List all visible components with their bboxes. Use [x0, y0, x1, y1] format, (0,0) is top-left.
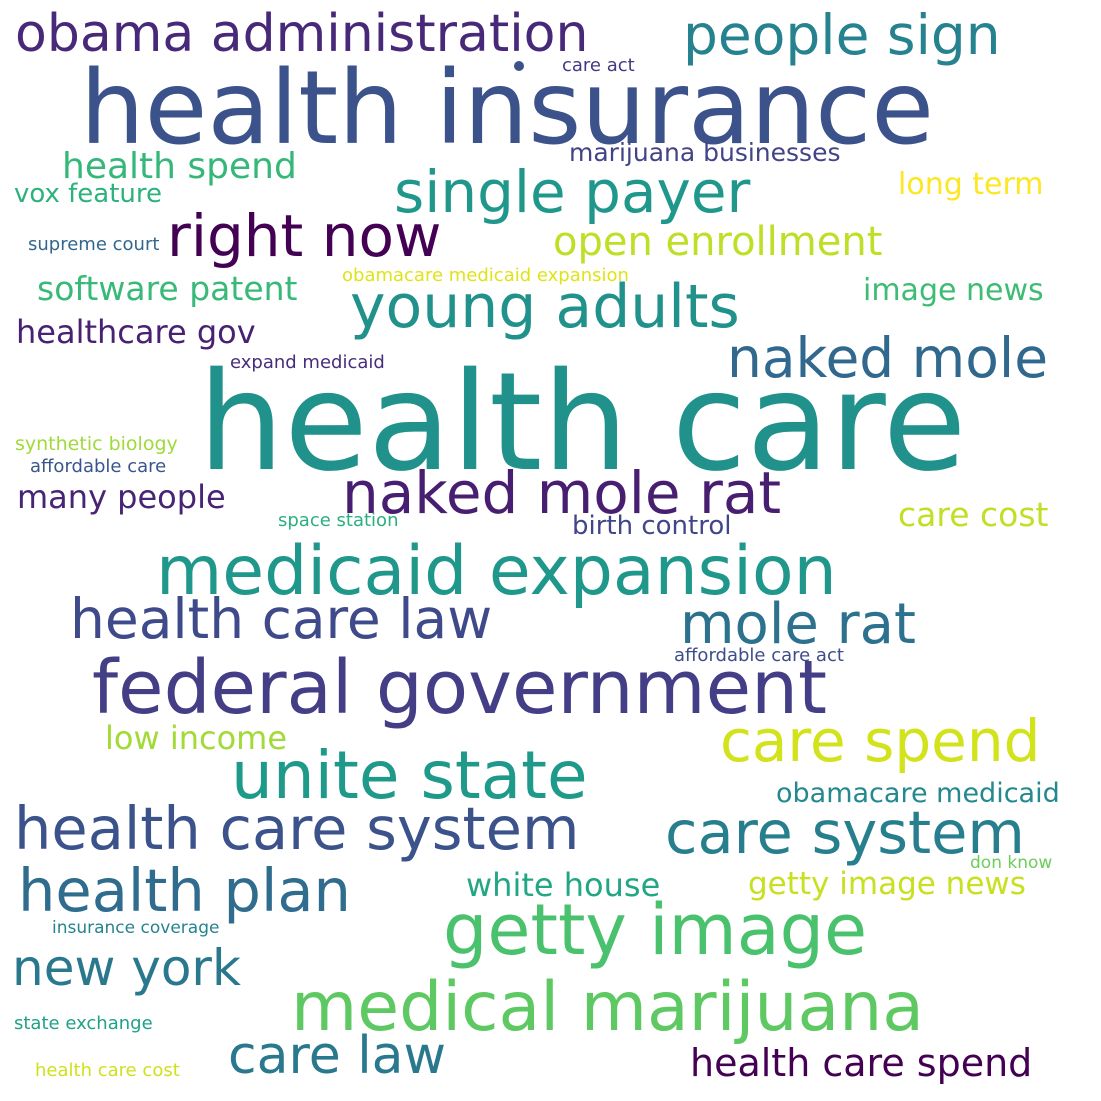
- word: health spend: [62, 146, 297, 187]
- word: don know: [970, 853, 1053, 873]
- word: medical marijuana: [291, 968, 924, 1047]
- word: new york: [12, 939, 241, 997]
- word: software patent: [37, 269, 298, 308]
- word: people sign: [683, 3, 1001, 67]
- word: getty image: [443, 889, 868, 971]
- word: birth control: [572, 511, 732, 541]
- word: many people: [17, 478, 226, 516]
- word: health care law: [70, 587, 493, 651]
- word: care system: [665, 798, 1025, 867]
- word: low income: [105, 719, 288, 757]
- word: synthetic biology: [15, 433, 178, 455]
- word: long term: [898, 167, 1044, 202]
- word: health care: [198, 344, 967, 502]
- word: obama administration: [15, 4, 589, 64]
- word: obamacare medicaid expansion: [342, 265, 629, 286]
- word: getty image news: [748, 866, 1026, 902]
- word: federal government: [92, 645, 828, 731]
- word: health care system: [14, 794, 580, 863]
- word: unite state: [231, 737, 588, 814]
- word: open enrollment: [553, 219, 883, 265]
- word: space station: [278, 510, 399, 531]
- word: state exchange: [14, 1013, 153, 1034]
- word: vox feature: [14, 179, 163, 209]
- word: right now: [167, 202, 442, 270]
- word: medicaid expansion: [156, 532, 837, 611]
- word: mole rat: [680, 592, 916, 657]
- word: affordable care act: [674, 645, 844, 666]
- word: white house: [466, 866, 661, 904]
- word: obamacare medicaid: [776, 778, 1060, 809]
- word: health plan: [18, 856, 351, 925]
- word: health care cost: [35, 1060, 180, 1081]
- word: naked mole: [727, 326, 1049, 390]
- word: marijuana businesses: [569, 138, 841, 167]
- word: affordable care: [30, 456, 167, 477]
- word: naked mole rat: [342, 459, 782, 527]
- word: care law: [228, 1026, 447, 1086]
- dot-mark: [514, 61, 524, 71]
- word: care act: [562, 55, 635, 76]
- word: expand medicaid: [230, 352, 385, 373]
- word: care spend: [720, 707, 1041, 775]
- word: healthcare gov: [16, 313, 256, 351]
- word: young adults: [350, 272, 740, 342]
- word: health care spend: [690, 1041, 1033, 1085]
- word: care cost: [898, 495, 1049, 534]
- word: supreme court: [28, 234, 160, 255]
- word: single payer: [394, 158, 751, 226]
- word: image news: [863, 273, 1044, 308]
- word: health insurance: [80, 49, 935, 168]
- word: insurance coverage: [52, 918, 220, 938]
